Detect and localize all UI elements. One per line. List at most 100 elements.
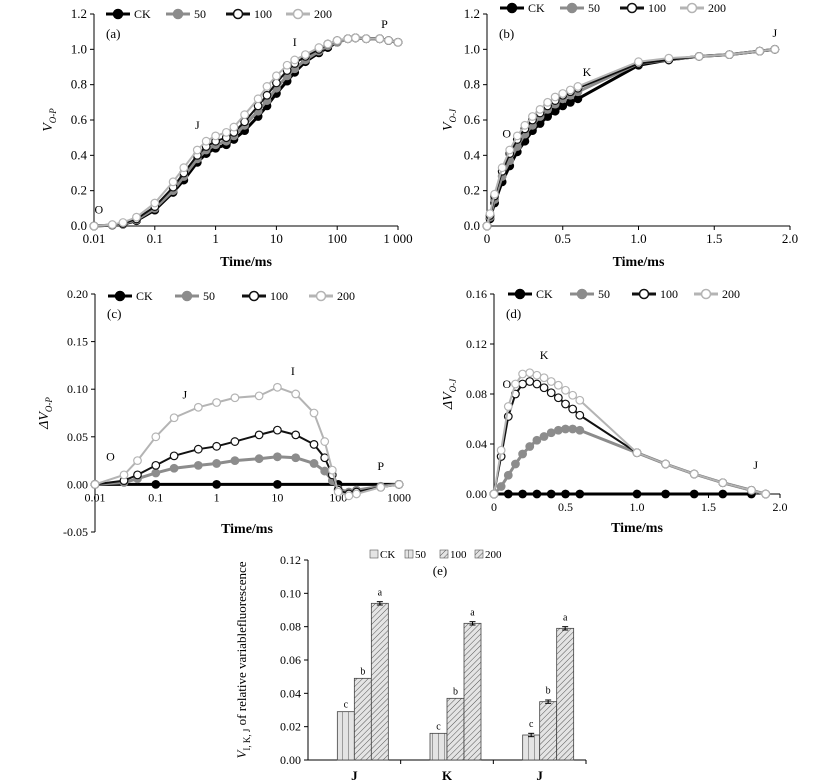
legend-label-100: 100 [450, 549, 467, 561]
y-tick-label-b: 0.0 [464, 218, 480, 233]
y-tick-label-e: 0.10 [280, 586, 301, 600]
data-point-c-200 [193, 402, 203, 412]
data-point-b-200 [535, 104, 545, 114]
data-point-b-200 [634, 57, 643, 67]
data-point-b-200 [694, 52, 704, 61]
x-tick-label-c: 0.1 [148, 490, 163, 504]
y-tick-label-b: 0.4 [464, 147, 481, 162]
data-point-a-200 [229, 122, 239, 132]
panel-d: 0.00 0.04 0.08 0.12 0.16 0 0.5 1.0 1.5 2.0 Time/ms… [441, 287, 788, 536]
data-point-b-200 [770, 44, 780, 54]
data-point-d-CK [689, 489, 699, 499]
data-point-a-200 [211, 131, 221, 141]
legend-marker-100 [638, 288, 650, 300]
y-axis-label-a: VO-P [41, 108, 58, 132]
x-tick-label-d: 0.5 [558, 500, 573, 514]
data-point-d-200 [568, 390, 578, 400]
data-point-d-200 [761, 489, 771, 499]
series-line-b-100 [486, 48, 775, 227]
data-point-a-200 [282, 60, 292, 70]
y-tick-label-b: 1.0 [464, 41, 480, 56]
y-tick-label-a: 0.2 [71, 183, 87, 198]
data-point-b-200 [565, 85, 575, 95]
annotation-c-I: I [291, 364, 295, 378]
data-point-b-200 [755, 46, 765, 56]
y-tick-label-a: 1.2 [71, 6, 87, 21]
legend-marker-100 [626, 2, 638, 14]
data-point-a-200 [351, 33, 360, 43]
data-point-c-50 [212, 459, 222, 468]
legend-label-CK: CK [528, 1, 545, 15]
significance-letter-50: c [529, 719, 534, 730]
data-point-d-200 [747, 485, 756, 495]
data-point-d-200 [496, 445, 506, 455]
data-point-c-200 [320, 437, 330, 446]
data-point-a-200 [323, 39, 333, 49]
y-tick-label-a: 0.8 [71, 77, 87, 92]
data-point-c-200 [151, 432, 161, 442]
legend-swatch-200 [474, 549, 484, 559]
legend-label-100: 100 [254, 7, 272, 21]
data-point-a-200 [118, 218, 128, 227]
data-point-b-200 [512, 131, 522, 141]
data-point-b-CK [573, 94, 583, 104]
annotation-d-K: K [540, 348, 549, 362]
y-axis-label-e: VI, K, J of relative variablefluorescenc… [234, 561, 252, 758]
x-tick-label-b: 1.5 [706, 231, 722, 246]
legend-label-200: 200 [337, 289, 355, 303]
panel-b: 0.0 0.2 0.4 0.6 0.8 1.0 1.2 0 0.5 1.0 1.5 2.0 Time/m… [441, 1, 798, 270]
data-point-a-200 [272, 71, 281, 81]
legend-label-50: 50 [194, 7, 206, 21]
series-line-d-200 [493, 371, 766, 495]
x-tick-label-a: 0.01 [83, 231, 106, 246]
y-tick-label-e: 0.06 [280, 653, 301, 667]
x-tick-label-b: 0 [484, 231, 491, 246]
y-tick-label-b: 0.8 [464, 77, 480, 92]
data-point-b-200 [490, 189, 499, 199]
data-point-a-200 [89, 221, 99, 231]
data-point-c-200 [273, 382, 282, 392]
y-tick-label-a: 1.0 [71, 41, 87, 56]
data-point-d-50 [503, 470, 513, 480]
bar-200 [370, 602, 389, 761]
y-tick-label-a: 0.6 [71, 112, 88, 127]
data-point-d-200 [489, 489, 499, 499]
data-point-c-50 [320, 466, 330, 476]
panel-c: -0.05 0.00 0.05 0.10 0.15 0.20 0.01 0.1 1 10 100 10… [37, 287, 411, 539]
data-point-b-CK [565, 97, 575, 107]
panel-a: 0.0 0.2 0.4 0.6 0.8 1.0 1.2 0.01 0.1 1 10 100 1 000 T… [41, 6, 413, 270]
data-point-a-200 [375, 34, 385, 44]
data-point-d-100 [546, 388, 556, 398]
x-tick-label-a: 10 [270, 231, 283, 246]
data-point-d-100 [568, 404, 578, 414]
panel-label-e: (e) [433, 563, 447, 578]
significance-letter-200: a [470, 607, 475, 618]
bar-100 [446, 697, 465, 761]
x-tick-label-d: 2.0 [773, 500, 788, 514]
data-point-b-200 [573, 82, 583, 91]
y-tick-label-c: 0.05 [67, 430, 88, 444]
y-tick-label-d: 0.00 [466, 487, 487, 501]
legend-marker-200 [700, 288, 712, 300]
legend-marker-CK [514, 288, 526, 300]
y-tick-label-b: 0.6 [464, 112, 481, 127]
data-point-c-50 [151, 468, 161, 478]
data-point-d-200 [632, 448, 642, 458]
y-tick-label-a: 0.0 [71, 218, 87, 233]
data-point-c-100 [309, 440, 319, 449]
y-tick-label-e: 0.08 [280, 620, 301, 634]
legend-label-50: 50 [588, 1, 600, 15]
significance-letter-200: a [563, 612, 568, 623]
data-point-d-200 [553, 380, 563, 390]
data-point-a-200 [384, 36, 393, 45]
data-point-d-200 [661, 459, 670, 469]
data-point-c-50 [309, 459, 319, 468]
data-point-c-200 [254, 391, 264, 401]
legend-marker-100 [248, 290, 260, 302]
legend-label-CK: CK [134, 7, 151, 21]
data-point-c-CK [212, 480, 222, 489]
x-axis-label-c: Time/ms [221, 522, 273, 537]
data-point-d-200 [689, 469, 699, 479]
annotation-c-J: J [182, 388, 187, 402]
